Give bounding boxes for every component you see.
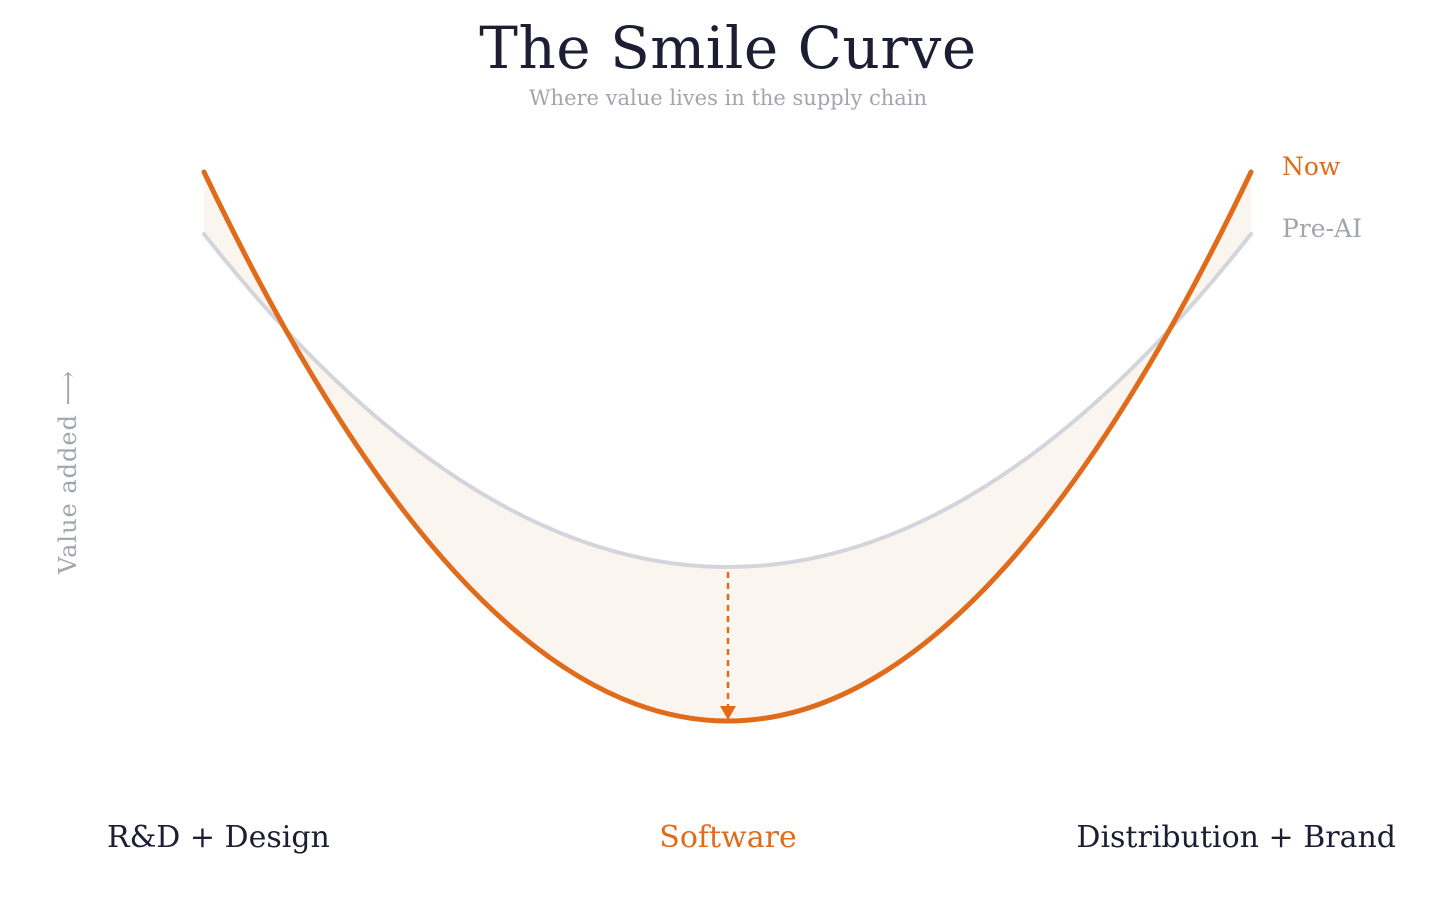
diagram-title: The Smile Curve	[479, 14, 977, 82]
y-axis-label: Value added ⟶	[54, 369, 82, 575]
stage-distribution-brand: Distribution + Brand	[1076, 820, 1396, 855]
now-curve	[201, 169, 1254, 724]
pre-ai-curve	[202, 232, 1253, 569]
value-drop-arrowhead	[720, 706, 736, 720]
stage-rd-design: R&D + Design	[107, 820, 330, 855]
legend-now: Now	[1282, 152, 1341, 181]
stage-software: Software	[659, 820, 797, 855]
diagram-subtitle: Where value lives in the supply chain	[528, 86, 928, 110]
legend-pre-ai: Pre-AI	[1282, 214, 1362, 243]
